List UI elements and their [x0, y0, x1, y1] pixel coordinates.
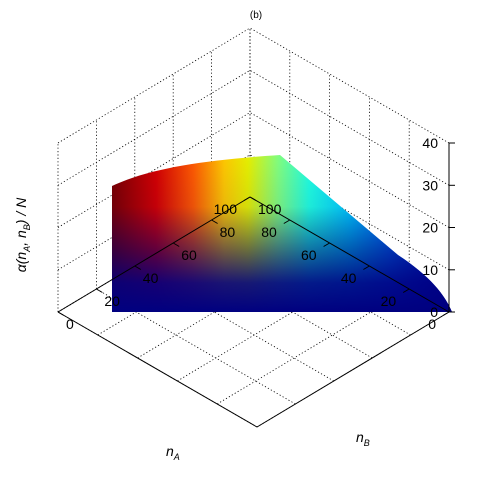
- x-tick-label: 60: [301, 247, 317, 263]
- y-tick-mark: [96, 288, 103, 293]
- axes: [57, 142, 455, 428]
- x-tick-mark: [363, 265, 370, 270]
- y-tick-label: 100: [258, 201, 282, 217]
- x-tick-label: 20: [381, 293, 397, 309]
- x-axis-label: nA: [166, 443, 180, 462]
- surface-shading: [112, 155, 452, 312]
- z-tick-label: 30: [422, 177, 438, 193]
- wall-grid-line: [249, 27, 450, 144]
- z-tick-label: 0: [430, 304, 438, 320]
- y-tick-label: 20: [104, 293, 120, 309]
- y-tick-mark: [172, 242, 180, 247]
- chart-title: (b): [250, 10, 262, 21]
- y-axis-line: [57, 196, 251, 313]
- tick-labels: 0 10 20 30 40 0 20 40 60 80 100 0 20 40 60 80 100: [66, 135, 438, 332]
- x-tick-label: 0: [428, 316, 436, 332]
- x-tick-label: 40: [341, 270, 357, 286]
- y-tick-label: 0: [66, 316, 74, 332]
- x-tick-mark: [243, 196, 251, 201]
- x-tick-label: 80: [261, 224, 277, 240]
- z-axis-label: α(nA, nB) / N: [13, 197, 32, 272]
- wall-grid-line: [249, 69, 450, 186]
- x-axis-line: [249, 196, 450, 313]
- x-tick-label: 100: [214, 201, 238, 217]
- x-tick-mark: [323, 242, 330, 247]
- z-tick-label: 10: [422, 262, 438, 278]
- surface-layer: [112, 155, 452, 312]
- y-axis-label: nB: [356, 429, 370, 448]
- z-tick-label: 20: [422, 220, 438, 236]
- wall-grid-line: [57, 27, 251, 144]
- y-tick-label: 80: [220, 224, 236, 240]
- wall-grid-line: [249, 112, 450, 228]
- y-tick-label: 60: [181, 247, 197, 263]
- y-tick-label: 40: [143, 270, 159, 286]
- y-tick-mark: [249, 196, 257, 201]
- z-tick-label: 40: [422, 135, 438, 151]
- y-tick-mark: [211, 219, 218, 224]
- front-edge-line: [57, 311, 258, 428]
- front-edge-line: [256, 311, 450, 428]
- x-tick-mark: [402, 288, 410, 293]
- x-tick-mark: [283, 219, 291, 224]
- y-tick-mark: [134, 265, 142, 270]
- y-tick-mark: [57, 311, 65, 316]
- x-tick-mark: [442, 311, 450, 316]
